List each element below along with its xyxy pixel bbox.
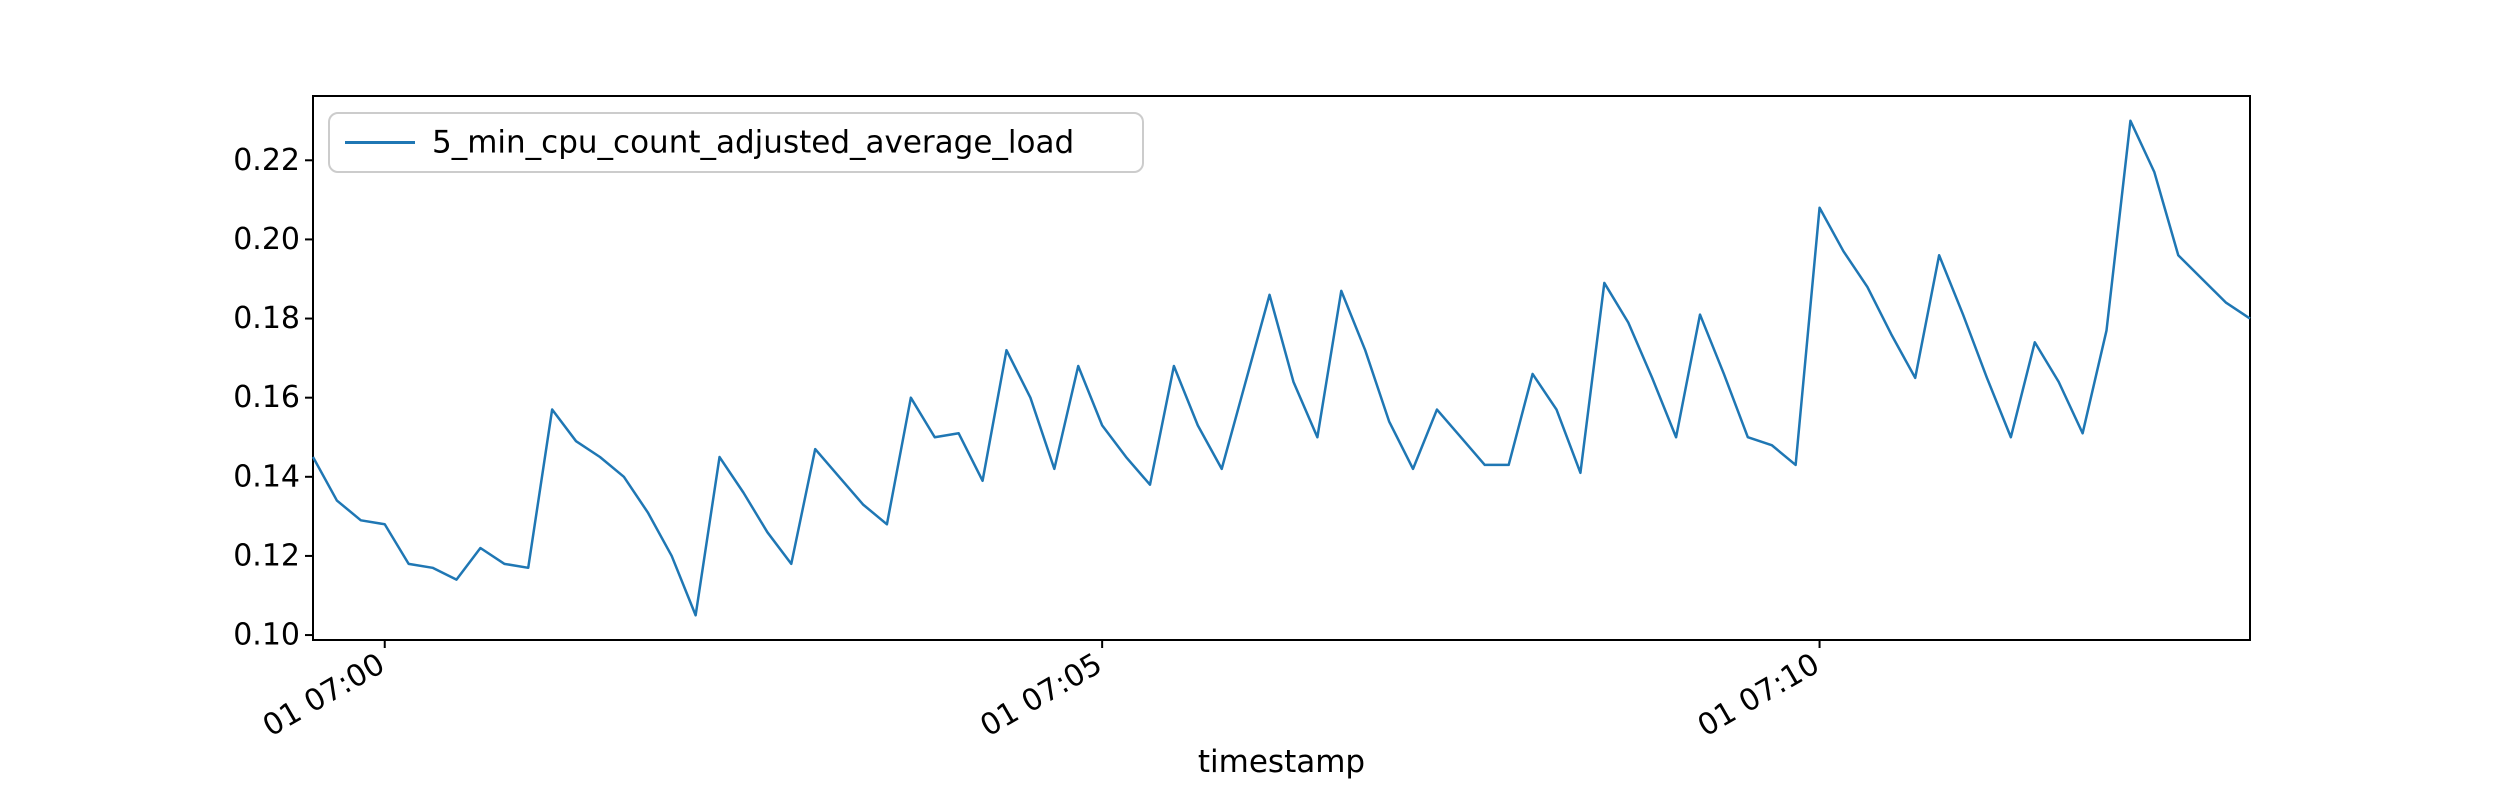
legend-box [328, 112, 1144, 173]
y-tick-label: 0.10 [233, 618, 300, 653]
x-tick-label: 01 07:10 [1692, 647, 1826, 744]
y-tick-label: 0.22 [233, 143, 300, 178]
y-tick-label: 0.20 [233, 222, 300, 257]
series-line [311, 119, 2251, 617]
plot-area-frame [312, 95, 2251, 641]
x-axis: 01 07:00 01 07:05 01 07:10 [257, 640, 1826, 744]
x-tick-label: 01 07:00 [257, 647, 391, 744]
x-axis-label: timestamp [1198, 744, 1365, 780]
y-tick-label: 0.12 [233, 538, 300, 573]
legend: 5_min_cpu_count_adjusted_average_load [328, 112, 1144, 173]
y-axis: 0.10 0.12 0.14 0.16 0.18 0.20 0.22 [233, 143, 313, 653]
y-tick-label: 0.14 [233, 459, 300, 494]
legend-label: 5_min_cpu_count_adjusted_average_load [432, 125, 1074, 161]
y-tick-label: 0.18 [233, 301, 300, 336]
x-tick-label: 01 07:05 [974, 647, 1108, 744]
y-tick-label: 0.16 [233, 380, 300, 415]
